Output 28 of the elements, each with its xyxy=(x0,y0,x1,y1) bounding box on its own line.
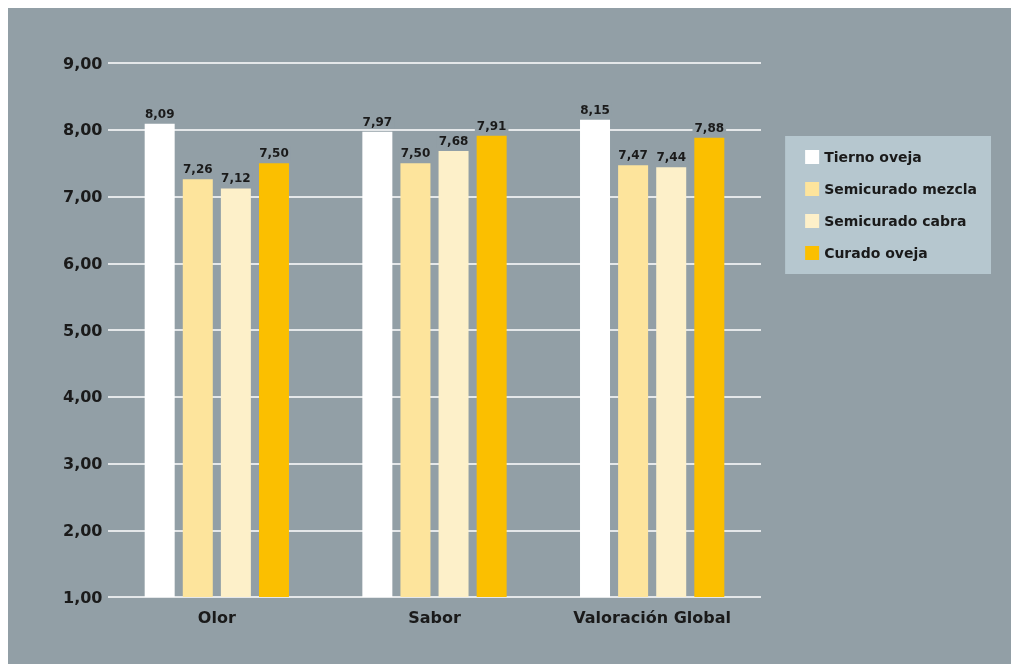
y-tick-label: 7,00 xyxy=(63,187,103,206)
y-tick-label: 1,00 xyxy=(63,587,103,607)
legend-label: Curado oveja xyxy=(824,245,928,261)
data-label: 7,97 xyxy=(362,114,393,129)
data-label: 7,44 xyxy=(656,150,687,165)
x-tick-label: Olor xyxy=(197,607,236,627)
data-label: 7,12 xyxy=(221,171,251,186)
x-tick-label: Valoración Global xyxy=(573,607,732,627)
y-tick-label: 2,00 xyxy=(63,520,103,540)
y-tick-label: 9,00 xyxy=(63,53,103,73)
data-label: 7,50 xyxy=(400,146,431,161)
y-tick-label: 6,00 xyxy=(63,253,103,273)
data-label: 7,50 xyxy=(259,146,289,161)
legend-label: Tierno oveja xyxy=(824,149,922,165)
data-label: 7,26 xyxy=(182,162,213,177)
data-label: 8,09 xyxy=(144,106,175,121)
y-tick-label: 8,00 xyxy=(63,120,103,140)
x-tick-label: Sabor xyxy=(408,607,461,627)
legend-label: Semicurado mezcla xyxy=(824,181,977,197)
y-tick-label: 5,00 xyxy=(63,320,103,340)
y-tick-label: 4,00 xyxy=(63,387,103,407)
legend-label: Semicurado cabra xyxy=(824,213,967,229)
data-label: 7,88 xyxy=(694,120,725,135)
data-label: 7,68 xyxy=(438,134,469,149)
data-label: 7,91 xyxy=(476,118,507,133)
data-label: 7,47 xyxy=(618,148,648,163)
data-label: 8,15 xyxy=(580,102,610,117)
y-tick-label: 3,00 xyxy=(63,454,103,473)
